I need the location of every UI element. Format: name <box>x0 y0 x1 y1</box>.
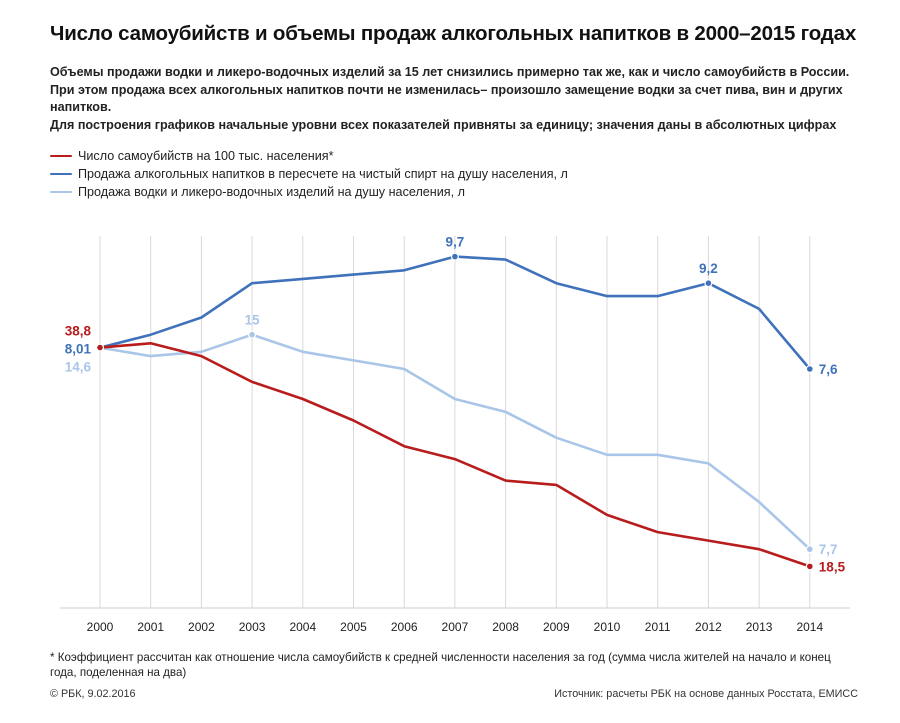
data-point-marker <box>805 562 814 571</box>
data-label: 15 <box>245 313 261 328</box>
subtitle-line: Для построения графиков начальные уровни… <box>50 117 837 132</box>
data-point-marker <box>450 252 459 261</box>
legend-item-alcohol-total: Продажа алкогольных напитков в пересчете… <box>50 165 568 183</box>
series-line-1 <box>98 333 812 551</box>
legend: Число самоубийств на 100 тыс. населения*… <box>50 147 568 201</box>
x-tick-label: 2014 <box>796 620 823 634</box>
legend-item-suicides: Число самоубийств на 100 тыс. населения* <box>50 147 568 165</box>
data-label: 7,6 <box>819 362 838 377</box>
x-tick-label: 2003 <box>239 620 266 634</box>
data-label: 18,5 <box>819 559 846 574</box>
x-tick-label: 2008 <box>492 620 519 634</box>
legend-swatch <box>50 154 72 158</box>
x-tick-label: 2011 <box>645 620 671 634</box>
chart-title: Число самоубийств и объемы продаж алкого… <box>50 22 857 45</box>
x-tick-label: 2007 <box>442 620 469 634</box>
data-label: 9,2 <box>699 261 718 276</box>
series-line-2 <box>98 341 812 568</box>
legend-label: Число самоубийств на 100 тыс. населения* <box>78 149 334 163</box>
legend-label: Продажа алкогольных напитков в пересчете… <box>78 167 568 181</box>
x-tick-label: 2009 <box>543 620 570 634</box>
legend-swatch <box>50 172 72 176</box>
data-point-marker <box>805 545 814 554</box>
data-label: 7,7 <box>819 542 838 557</box>
legend-label: Продажа водки и ликеро-водочных изделий … <box>78 185 465 199</box>
data-label: 9,7 <box>446 235 465 250</box>
chart-subtitle: Объемы продажи водки и ликеро-водочных и… <box>50 64 850 134</box>
subtitle-line: При этом продажа всех алкогольных напитк… <box>50 82 843 115</box>
x-tick-label: 2000 <box>87 620 114 634</box>
data-label: 14,6 <box>65 360 92 375</box>
data-point-marker <box>95 343 104 352</box>
data-label: 8,01 <box>65 342 92 357</box>
legend-swatch <box>50 190 72 194</box>
x-tick-label: 2012 <box>695 620 722 634</box>
x-tick-label: 2002 <box>188 620 215 634</box>
x-tick-label: 2005 <box>340 620 367 634</box>
data-label: 38,8 <box>65 324 92 339</box>
footnote: * Коэффициент рассчитан как отношение чи… <box>50 651 831 679</box>
subtitle-line: Объемы продажи водки и ликеро-водочных и… <box>50 65 850 79</box>
source-note: Источник: расчеты РБК на основе данных Р… <box>554 688 858 700</box>
data-point-marker <box>704 279 713 288</box>
data-point-marker <box>805 365 814 374</box>
legend-item-vodka: Продажа водки и ликеро-водочных изделий … <box>50 183 568 201</box>
x-tick-label: 2010 <box>594 620 621 634</box>
copyright: © РБК, 9.02.2016 <box>50 688 136 700</box>
x-tick-label: 2001 <box>137 620 164 634</box>
x-tick-label: 2004 <box>289 620 316 634</box>
data-point-marker <box>248 330 257 339</box>
x-tick-label: 2006 <box>391 620 418 634</box>
x-tick-label: 2013 <box>746 620 773 634</box>
